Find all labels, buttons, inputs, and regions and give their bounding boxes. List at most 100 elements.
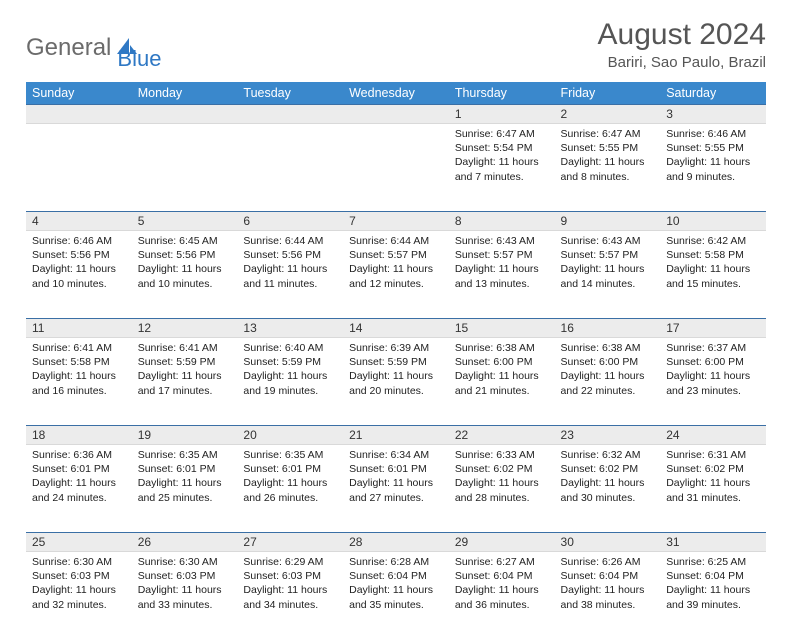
daynum-cell: 17 xyxy=(660,319,766,338)
daynum-cell: 14 xyxy=(343,319,449,338)
day-cell-text: Sunrise: 6:30 AM Sunset: 6:03 PM Dayligh… xyxy=(26,552,132,618)
day-cell: Sunrise: 6:44 AM Sunset: 5:57 PM Dayligh… xyxy=(343,231,449,319)
day-cell-text: Sunrise: 6:26 AM Sunset: 6:04 PM Dayligh… xyxy=(555,552,661,618)
daynum-cell: 1 xyxy=(449,105,555,124)
day-cell-text: Sunrise: 6:31 AM Sunset: 6:02 PM Dayligh… xyxy=(660,445,766,511)
daynum-cell: 30 xyxy=(555,533,661,552)
day-cell: Sunrise: 6:35 AM Sunset: 6:01 PM Dayligh… xyxy=(132,445,238,533)
day-cell: Sunrise: 6:34 AM Sunset: 6:01 PM Dayligh… xyxy=(343,445,449,533)
day-cell: Sunrise: 6:31 AM Sunset: 6:02 PM Dayligh… xyxy=(660,445,766,533)
content-row: Sunrise: 6:36 AM Sunset: 6:01 PM Dayligh… xyxy=(26,445,766,533)
daynum-cell: 18 xyxy=(26,426,132,445)
day-cell: Sunrise: 6:46 AM Sunset: 5:56 PM Dayligh… xyxy=(26,231,132,319)
daynum-cell xyxy=(237,105,343,124)
day-cell-text: Sunrise: 6:43 AM Sunset: 5:57 PM Dayligh… xyxy=(449,231,555,297)
daynum-row: 11121314151617 xyxy=(26,319,766,338)
day-cell-text: Sunrise: 6:34 AM Sunset: 6:01 PM Dayligh… xyxy=(343,445,449,511)
day-number: 23 xyxy=(555,426,661,444)
day-number: 17 xyxy=(660,319,766,337)
logo-text-blue: Blue xyxy=(117,46,161,72)
daynum-cell: 6 xyxy=(237,212,343,231)
daynum-cell: 21 xyxy=(343,426,449,445)
day-cell-text: Sunrise: 6:40 AM Sunset: 5:59 PM Dayligh… xyxy=(237,338,343,404)
day-number: 16 xyxy=(555,319,661,337)
day-cell-text: Sunrise: 6:36 AM Sunset: 6:01 PM Dayligh… xyxy=(26,445,132,511)
day-number: 7 xyxy=(343,212,449,230)
day-cell-text: Sunrise: 6:42 AM Sunset: 5:58 PM Dayligh… xyxy=(660,231,766,297)
daynum-row: 18192021222324 xyxy=(26,426,766,445)
day-cell-text: Sunrise: 6:35 AM Sunset: 6:01 PM Dayligh… xyxy=(132,445,238,511)
day-header: Saturday xyxy=(660,82,766,105)
day-cell-text xyxy=(237,124,343,133)
day-cell: Sunrise: 6:43 AM Sunset: 5:57 PM Dayligh… xyxy=(449,231,555,319)
day-cell: Sunrise: 6:38 AM Sunset: 6:00 PM Dayligh… xyxy=(449,338,555,426)
day-cell-text: Sunrise: 6:37 AM Sunset: 6:00 PM Dayligh… xyxy=(660,338,766,404)
day-number: 2 xyxy=(555,105,661,123)
daynum-cell: 5 xyxy=(132,212,238,231)
day-cell: Sunrise: 6:29 AM Sunset: 6:03 PM Dayligh… xyxy=(237,552,343,640)
day-cell: Sunrise: 6:30 AM Sunset: 6:03 PM Dayligh… xyxy=(132,552,238,640)
day-number: 19 xyxy=(132,426,238,444)
day-number: 25 xyxy=(26,533,132,551)
day-number: 15 xyxy=(449,319,555,337)
day-cell-text: Sunrise: 6:47 AM Sunset: 5:55 PM Dayligh… xyxy=(555,124,661,190)
day-cell: Sunrise: 6:47 AM Sunset: 5:54 PM Dayligh… xyxy=(449,124,555,212)
day-number: 22 xyxy=(449,426,555,444)
day-number: 24 xyxy=(660,426,766,444)
day-cell-text: Sunrise: 6:43 AM Sunset: 5:57 PM Dayligh… xyxy=(555,231,661,297)
day-number: 13 xyxy=(237,319,343,337)
day-header: Monday xyxy=(132,82,238,105)
day-number: 21 xyxy=(343,426,449,444)
daynum-cell xyxy=(26,105,132,124)
day-cell: Sunrise: 6:33 AM Sunset: 6:02 PM Dayligh… xyxy=(449,445,555,533)
day-cell-text: Sunrise: 6:29 AM Sunset: 6:03 PM Dayligh… xyxy=(237,552,343,618)
daynum-cell: 22 xyxy=(449,426,555,445)
day-header: Sunday xyxy=(26,82,132,105)
day-cell: Sunrise: 6:27 AM Sunset: 6:04 PM Dayligh… xyxy=(449,552,555,640)
day-number xyxy=(26,105,132,109)
day-header: Wednesday xyxy=(343,82,449,105)
day-cell: Sunrise: 6:46 AM Sunset: 5:55 PM Dayligh… xyxy=(660,124,766,212)
daynum-cell: 2 xyxy=(555,105,661,124)
day-cell: Sunrise: 6:25 AM Sunset: 6:04 PM Dayligh… xyxy=(660,552,766,640)
day-cell-text xyxy=(343,124,449,133)
day-number: 8 xyxy=(449,212,555,230)
daynum-cell: 11 xyxy=(26,319,132,338)
daynum-cell: 25 xyxy=(26,533,132,552)
day-cell: Sunrise: 6:44 AM Sunset: 5:56 PM Dayligh… xyxy=(237,231,343,319)
daynum-cell: 16 xyxy=(555,319,661,338)
day-cell: Sunrise: 6:45 AM Sunset: 5:56 PM Dayligh… xyxy=(132,231,238,319)
content-row: Sunrise: 6:30 AM Sunset: 6:03 PM Dayligh… xyxy=(26,552,766,640)
day-number: 1 xyxy=(449,105,555,123)
day-cell: Sunrise: 6:43 AM Sunset: 5:57 PM Dayligh… xyxy=(555,231,661,319)
day-cell-text xyxy=(26,124,132,133)
daynum-row: 45678910 xyxy=(26,212,766,231)
day-cell-text: Sunrise: 6:41 AM Sunset: 5:59 PM Dayligh… xyxy=(132,338,238,404)
day-cell: Sunrise: 6:39 AM Sunset: 5:59 PM Dayligh… xyxy=(343,338,449,426)
daynum-cell: 9 xyxy=(555,212,661,231)
daynum-cell: 4 xyxy=(26,212,132,231)
daynum-row: 25262728293031 xyxy=(26,533,766,552)
day-cell-text: Sunrise: 6:33 AM Sunset: 6:02 PM Dayligh… xyxy=(449,445,555,511)
day-cell-text: Sunrise: 6:44 AM Sunset: 5:57 PM Dayligh… xyxy=(343,231,449,297)
day-number: 3 xyxy=(660,105,766,123)
day-number: 6 xyxy=(237,212,343,230)
day-number: 27 xyxy=(237,533,343,551)
day-header: Thursday xyxy=(449,82,555,105)
day-header: Friday xyxy=(555,82,661,105)
day-cell xyxy=(237,124,343,212)
day-header-row: Sunday Monday Tuesday Wednesday Thursday… xyxy=(26,82,766,105)
daynum-cell: 27 xyxy=(237,533,343,552)
day-cell: Sunrise: 6:30 AM Sunset: 6:03 PM Dayligh… xyxy=(26,552,132,640)
daynum-cell: 31 xyxy=(660,533,766,552)
daynum-cell: 8 xyxy=(449,212,555,231)
day-cell-text: Sunrise: 6:30 AM Sunset: 6:03 PM Dayligh… xyxy=(132,552,238,618)
content-row: Sunrise: 6:46 AM Sunset: 5:56 PM Dayligh… xyxy=(26,231,766,319)
daynum-cell: 15 xyxy=(449,319,555,338)
day-cell: Sunrise: 6:41 AM Sunset: 5:59 PM Dayligh… xyxy=(132,338,238,426)
daynum-cell: 28 xyxy=(343,533,449,552)
day-cell-text: Sunrise: 6:35 AM Sunset: 6:01 PM Dayligh… xyxy=(237,445,343,511)
day-cell-text: Sunrise: 6:38 AM Sunset: 6:00 PM Dayligh… xyxy=(449,338,555,404)
daynum-cell: 19 xyxy=(132,426,238,445)
daynum-cell: 24 xyxy=(660,426,766,445)
